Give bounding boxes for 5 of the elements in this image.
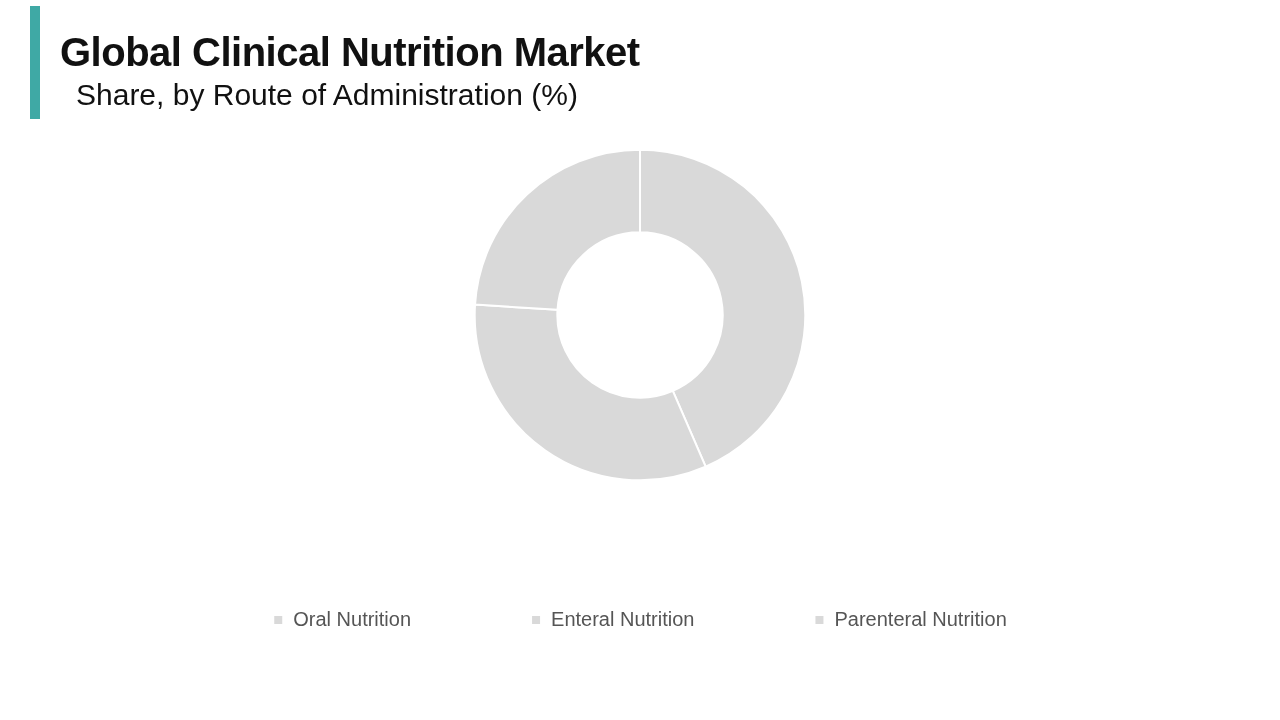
chart-subtitle: Share, by Route of Administration (%) — [76, 78, 578, 112]
chart-title: Global Clinical Nutrition Market — [60, 30, 640, 75]
legend-label: Enteral Nutrition — [551, 607, 695, 630]
legend-label: Oral Nutrition — [293, 607, 412, 630]
legend-label: Parenteral Nutrition — [834, 607, 1007, 630]
